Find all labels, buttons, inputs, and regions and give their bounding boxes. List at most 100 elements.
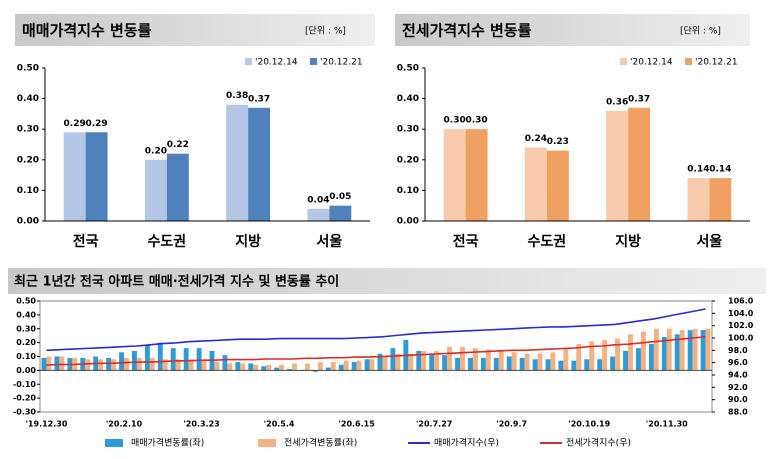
y-tick-label: 0.30: [16, 324, 36, 333]
bar: [597, 359, 603, 371]
bar: [338, 364, 344, 371]
legend-swatch: [310, 58, 317, 65]
bar: [485, 349, 491, 371]
bar: [648, 344, 654, 371]
bar: [524, 147, 547, 221]
bar: [705, 328, 711, 371]
y2-tick-label: 92.0: [728, 383, 748, 392]
bar: [480, 357, 486, 371]
y-tick-label: 0.20: [397, 155, 419, 165]
y2-tick-label: 100.0: [728, 334, 754, 343]
y-tick-label: 0.20: [17, 155, 39, 165]
bar: [460, 346, 465, 371]
bar: [532, 359, 538, 371]
bar: [149, 357, 155, 371]
bar: [524, 353, 530, 371]
x-tick-label: '20.9.7: [496, 420, 527, 429]
bar: [330, 362, 336, 371]
x-tick-label: 수도권: [528, 234, 567, 250]
header-bar: [8, 268, 766, 294]
x-tick-label: '20.5.4: [264, 420, 295, 429]
bar: [390, 348, 396, 371]
x-tick-label: '20.7.27: [416, 420, 452, 429]
bar: [364, 359, 370, 371]
bar: [377, 353, 383, 371]
legend-label: 전세가격변동률(좌): [284, 437, 357, 449]
bar: [674, 334, 680, 371]
y2-tick-label: 102.0: [728, 321, 754, 330]
bar: [85, 359, 91, 371]
y2-tick-label: 96.0: [728, 358, 748, 367]
x-tick-label: 지방: [615, 233, 641, 250]
bar: [558, 360, 564, 371]
y2-tick-label: 90.0: [728, 395, 748, 404]
bar: [421, 350, 427, 371]
bar: [343, 360, 349, 371]
bar: [136, 357, 142, 371]
bar: [395, 353, 401, 371]
legend-swatch: [685, 58, 692, 65]
bar: [416, 350, 422, 371]
chart-title: 매매가격지수 변동률: [22, 22, 152, 40]
bar: [235, 362, 241, 371]
bar: [709, 178, 732, 221]
y-tick-label: 0.40: [17, 94, 39, 104]
unit-label: [단위 : %]: [305, 26, 346, 37]
value-label: 0.37: [248, 94, 270, 104]
bar: [248, 107, 271, 221]
y2-tick-label: 88.0: [728, 408, 748, 417]
bar: [610, 356, 616, 371]
bar: [434, 350, 440, 371]
bar: [465, 129, 488, 221]
bar: [111, 359, 116, 371]
x-tick-label: '19.12.30: [25, 420, 67, 429]
value-label: 0.29: [64, 119, 86, 129]
bar: [468, 357, 473, 371]
y-tick-label: 0.50: [16, 297, 36, 306]
legend-swatch: [105, 439, 123, 447]
legend-swatch: [620, 58, 627, 65]
bar: [615, 338, 620, 371]
legend-swatch: [258, 439, 276, 447]
bar: [550, 352, 556, 371]
value-label: 0.29: [85, 119, 107, 129]
y-tick-label: 0.10: [17, 186, 39, 196]
header-bar: [15, 14, 375, 46]
y-tick-label: 0.50: [17, 64, 39, 74]
value-label: 0.24: [525, 134, 547, 144]
legend-label: 매매가격변동률(좌): [131, 437, 204, 449]
y-tick-label: 0.00: [17, 217, 39, 227]
x-tick-label: '20.3.23: [183, 420, 219, 429]
bar: [157, 342, 163, 371]
bar: [41, 357, 47, 371]
bar: [447, 346, 452, 371]
bar: [144, 345, 150, 371]
bar: [46, 356, 52, 371]
bar: [687, 178, 710, 221]
bar: [144, 159, 167, 221]
legend-label: 매매가격지수(우): [434, 437, 499, 449]
bar: [537, 353, 543, 371]
y-tick-label: -0.20: [13, 394, 36, 403]
bar: [162, 359, 168, 371]
value-label: 0.38: [226, 91, 248, 101]
y-tick-label: 0.10: [16, 352, 36, 361]
x-tick-label: 서울: [316, 233, 342, 250]
bar: [679, 330, 685, 371]
bar: [240, 363, 246, 371]
bar: [227, 363, 233, 371]
bar: [498, 350, 504, 371]
header-bar: [395, 14, 750, 46]
bar: [188, 359, 194, 371]
bar: [493, 357, 499, 371]
bar: [261, 366, 267, 371]
bar: [106, 357, 112, 371]
value-label: 0.30: [465, 116, 487, 126]
bar: [640, 331, 646, 371]
chart-title: 최근 1년간 전국 아파트 매매·전세가격 지수 및 변동률 추이: [14, 274, 339, 290]
bar: [287, 368, 292, 371]
bar: [687, 330, 693, 371]
bar: [170, 348, 176, 371]
bar: [519, 357, 525, 371]
value-label: 0.20: [145, 146, 167, 156]
